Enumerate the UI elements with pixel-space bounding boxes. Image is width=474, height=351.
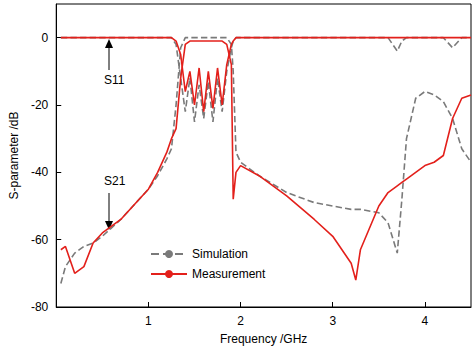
svg-text:Frequency /GHz: Frequency /GHz xyxy=(220,332,307,346)
svg-text:S21: S21 xyxy=(104,174,126,188)
svg-text:-40: -40 xyxy=(31,165,49,179)
svg-text:-80: -80 xyxy=(31,300,49,314)
svg-text:-60: -60 xyxy=(31,233,49,247)
svg-text:Measurement: Measurement xyxy=(192,267,266,281)
svg-text:0: 0 xyxy=(42,31,49,45)
svg-text:-20: -20 xyxy=(31,98,49,112)
svg-text:Simulation: Simulation xyxy=(192,247,248,261)
svg-text:S-parameter /dB: S-parameter /dB xyxy=(7,111,21,199)
svg-text:1: 1 xyxy=(145,314,152,328)
svg-text:3: 3 xyxy=(329,314,336,328)
svg-text:2: 2 xyxy=(237,314,244,328)
svg-text:4: 4 xyxy=(422,314,429,328)
svg-text:S11: S11 xyxy=(104,73,125,87)
